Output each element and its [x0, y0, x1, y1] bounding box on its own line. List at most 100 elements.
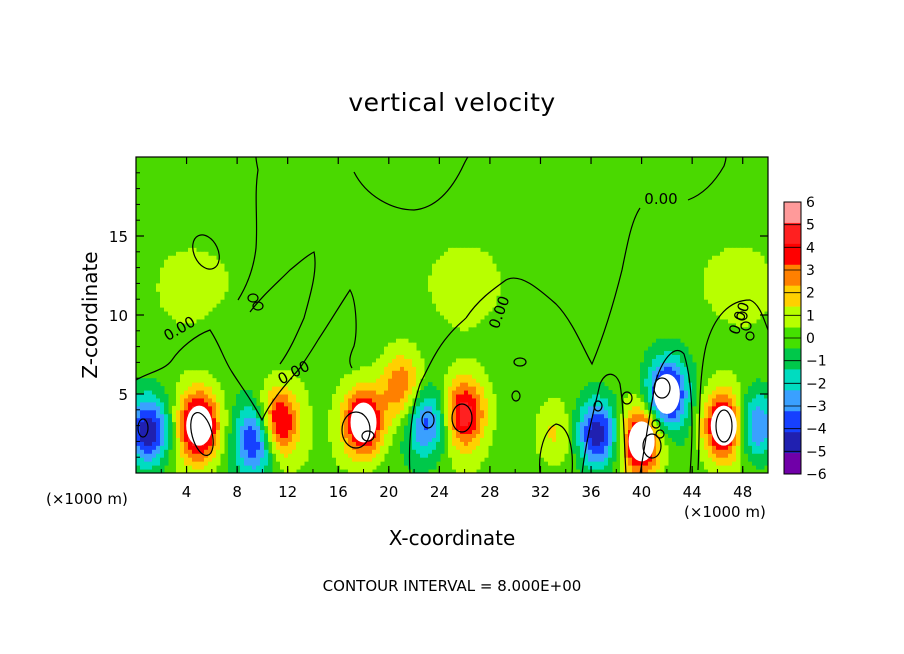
field-cell [172, 283, 177, 288]
field-cell [348, 382, 353, 387]
field-cell [696, 417, 701, 423]
field-cell [412, 386, 417, 391]
field-cell [448, 445, 453, 450]
field-cell [296, 390, 301, 395]
field-cell [484, 259, 489, 265]
field-cell [240, 461, 245, 466]
field-cell [216, 433, 221, 438]
field-cell [216, 421, 221, 427]
field-cell [420, 453, 425, 458]
field-cell [764, 413, 768, 419]
field-cell [484, 433, 489, 438]
field-cell [468, 259, 473, 265]
field-cell [476, 390, 481, 395]
field-cell [408, 413, 413, 419]
field-cell [304, 397, 309, 403]
field-cell [748, 405, 753, 411]
field-cell [604, 449, 609, 454]
field-cell [700, 453, 705, 458]
field-cell [236, 437, 241, 442]
field-cell [580, 425, 585, 431]
field-cell [464, 461, 469, 466]
field-cell [232, 421, 237, 427]
field-cell [656, 429, 661, 434]
field-cell [464, 318, 469, 324]
field-cell [188, 267, 193, 273]
field-cell [216, 437, 221, 442]
field-cell [436, 397, 441, 403]
field-cell [424, 469, 429, 473]
colorbar-label: −5 [806, 444, 827, 460]
field-cell [300, 425, 305, 431]
field-cell [472, 413, 477, 419]
field-cell [472, 382, 477, 387]
field-cell [248, 429, 253, 434]
field-cell [744, 247, 749, 253]
field-cell [172, 287, 177, 292]
field-cell [364, 378, 369, 383]
field-cell [612, 457, 617, 462]
field-cell [244, 409, 249, 415]
field-cell [376, 397, 381, 403]
field-cell [452, 437, 457, 442]
field-cell [540, 425, 545, 431]
field-cell [276, 425, 281, 431]
field-cell [712, 299, 717, 304]
field-cell [164, 413, 169, 419]
field-cell [660, 338, 665, 344]
field-cell [564, 417, 569, 423]
field-cell [720, 465, 725, 470]
field-cell [192, 279, 197, 284]
field-cell [740, 247, 745, 253]
field-cell [428, 421, 433, 427]
colorbar-label: −6 [806, 467, 827, 483]
field-cell [600, 429, 605, 434]
field-cell [156, 465, 161, 470]
field-cell [548, 405, 553, 411]
field-cell [348, 469, 353, 473]
field-cell [600, 409, 605, 415]
field-cell [456, 299, 461, 304]
field-cell [756, 405, 761, 411]
field-cell [724, 374, 729, 379]
field-cell [764, 405, 768, 411]
field-cell [436, 275, 441, 280]
field-cell [716, 295, 721, 300]
field-cell [192, 457, 197, 462]
field-cell [136, 469, 141, 473]
field-cell [648, 382, 653, 387]
field-cell [748, 295, 753, 300]
field-cell [468, 283, 473, 288]
field-cell [748, 425, 753, 431]
field-cell [352, 469, 357, 473]
field-cell [752, 397, 757, 403]
field-cell [384, 382, 389, 387]
field-cell [672, 433, 677, 438]
field-cell [740, 283, 745, 288]
field-cell [240, 413, 245, 419]
field-cell [760, 421, 765, 427]
field-cell [480, 311, 485, 316]
field-cell [332, 425, 337, 431]
field-cell [684, 386, 689, 391]
field-cell [376, 453, 381, 458]
field-cell [720, 370, 725, 375]
field-cell [724, 469, 729, 473]
field-cell [492, 291, 497, 296]
field-cell [376, 449, 381, 454]
field-cell [240, 394, 245, 399]
field-cell [400, 374, 405, 379]
field-cell [744, 251, 749, 257]
field-cell [676, 358, 681, 363]
field-cell [708, 259, 713, 265]
field-cell [268, 390, 273, 395]
field-cell [724, 295, 729, 300]
contour-line [639, 349, 693, 473]
field-cell [756, 386, 761, 391]
field-cell [596, 461, 601, 466]
field-cell [228, 461, 233, 466]
field-cell [404, 397, 409, 403]
field-cell [724, 401, 729, 407]
field-cell [752, 453, 757, 458]
field-cell [472, 409, 477, 415]
